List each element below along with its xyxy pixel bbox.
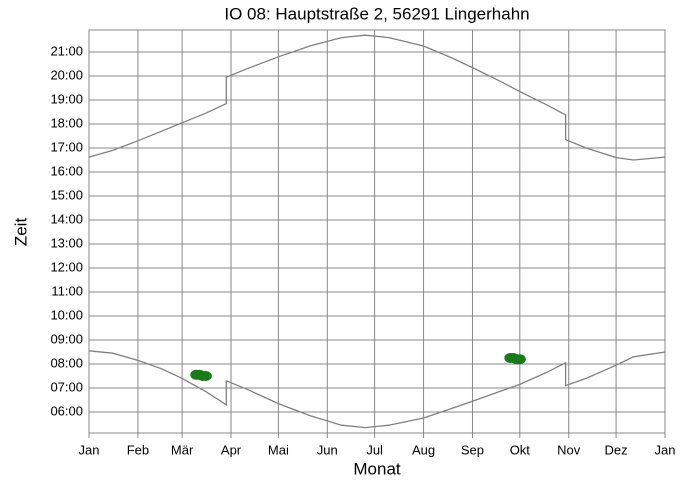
- y-axis-label: Zeit: [11, 218, 30, 247]
- y-tick-label: 15:00: [50, 187, 83, 202]
- chart-title: IO 08: Hauptstraße 2, 56291 Lingerhahn: [224, 4, 529, 23]
- x-tick-label: Apr: [221, 442, 242, 457]
- x-tick-label: Nov: [557, 442, 581, 457]
- x-tick-label: Jan: [79, 442, 100, 457]
- x-tick-label: Sep: [461, 442, 484, 457]
- x-tick-label: Jul: [366, 442, 383, 457]
- x-tick-label: Jun: [317, 442, 338, 457]
- x-tick-label: Mai: [268, 442, 289, 457]
- shadow-point: [199, 371, 212, 382]
- series-line: [88, 350, 666, 429]
- y-tick-label: 18:00: [50, 115, 83, 130]
- x-tick-label: Jan: [655, 442, 676, 457]
- y-tick-label: 14:00: [50, 211, 83, 226]
- x-tick-label: Aug: [412, 442, 435, 457]
- y-tick-label: 20:00: [50, 67, 83, 82]
- y-tick-label: 10:00: [50, 307, 83, 322]
- x-axis-label: Monat: [353, 459, 401, 478]
- y-tick-label: 07:00: [50, 379, 83, 394]
- x-tick-label: Feb: [127, 442, 149, 457]
- y-tick-label: 21:00: [50, 43, 83, 58]
- y-tick-label: 09:00: [50, 331, 83, 346]
- y-tick-label: 16:00: [50, 163, 83, 178]
- x-tick-label: Dez: [605, 442, 628, 457]
- y-tick-label: 19:00: [50, 91, 83, 106]
- y-tick-label: 11:00: [51, 283, 83, 298]
- series-line: [88, 34, 666, 161]
- y-tick-label: 06:00: [50, 403, 83, 418]
- shadow-point: [513, 354, 526, 365]
- x-tick-label: Mär: [171, 442, 194, 457]
- y-tick-label: 13:00: [50, 235, 83, 250]
- y-tick-label: 17:00: [50, 139, 83, 154]
- plot-frame: [88, 29, 666, 434]
- y-tick-label: 12:00: [50, 259, 83, 274]
- x-tick-label: Okt: [510, 442, 531, 457]
- y-tick-label: 08:00: [50, 355, 83, 370]
